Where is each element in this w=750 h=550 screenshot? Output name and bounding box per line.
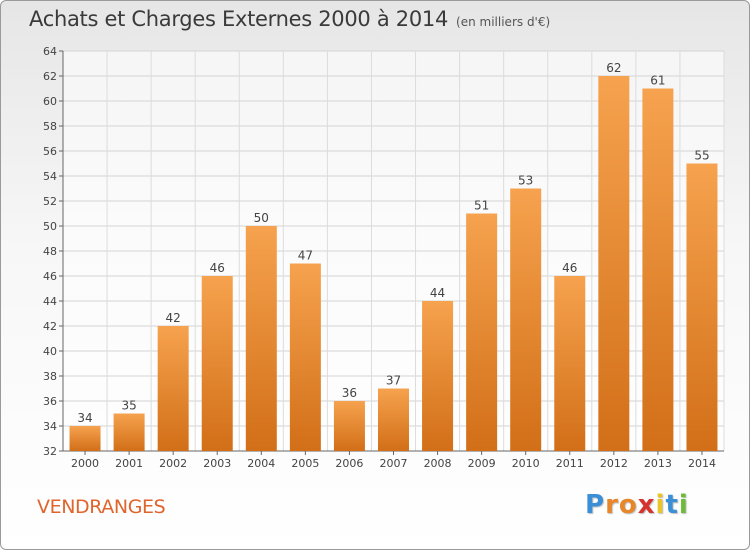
logo-letter: r	[605, 490, 619, 520]
x-tick-label: 2001	[115, 457, 143, 470]
data-label: 37	[386, 374, 401, 388]
bar	[642, 88, 674, 451]
data-label: 62	[606, 61, 621, 75]
bar	[510, 188, 542, 451]
y-tick-label: 54	[43, 170, 57, 183]
y-tick-label: 56	[43, 145, 57, 158]
x-tick-label: 2004	[247, 457, 275, 470]
chart-subtitle: (en milliers d'€)	[456, 15, 551, 29]
y-tick-label: 42	[43, 320, 57, 333]
data-label: 34	[77, 411, 92, 425]
bar	[245, 226, 277, 451]
bar	[598, 76, 630, 451]
data-label: 46	[210, 261, 225, 275]
data-label: 36	[342, 386, 357, 400]
x-tick-label: 2003	[203, 457, 231, 470]
data-label: 47	[298, 249, 313, 263]
x-tick-label: 2007	[380, 457, 408, 470]
bar	[113, 413, 145, 451]
proxiti-logo[interactable]: Proxiti	[585, 490, 689, 520]
bar	[686, 163, 718, 451]
title-text: Achats et Charges Externes 2000 à 2014	[29, 7, 449, 31]
y-tick-label: 50	[43, 220, 57, 233]
data-label: 51	[474, 199, 489, 213]
logo-letter: x	[637, 490, 656, 520]
x-tick-label: 2010	[512, 457, 540, 470]
y-tick-label: 40	[43, 345, 57, 358]
y-tick-label: 44	[43, 295, 57, 308]
data-label: 50	[254, 211, 269, 225]
bar	[157, 326, 189, 451]
bar	[466, 213, 498, 451]
logo-letter: P	[585, 490, 606, 520]
data-label: 61	[650, 74, 665, 88]
bar	[422, 301, 454, 451]
y-tick-label: 32	[43, 445, 57, 458]
x-tick-label: 2009	[468, 457, 496, 470]
logo-letter: o	[618, 490, 638, 520]
x-tick-label: 2013	[644, 457, 672, 470]
commune-name: VENDRANGES	[37, 496, 166, 518]
data-label: 44	[430, 286, 445, 300]
x-tick-label: 2012	[600, 457, 628, 470]
bars	[69, 76, 718, 451]
x-tick-label: 2011	[556, 457, 584, 470]
x-tick-label: 2006	[335, 457, 363, 470]
logo-letter: i	[678, 490, 689, 520]
bar	[378, 388, 409, 451]
x-tick-label: 2002	[159, 457, 187, 470]
y-tick-label: 62	[43, 70, 57, 83]
data-label: 46	[562, 261, 577, 275]
x-tick-label: 2000	[71, 457, 99, 470]
y-tick-label: 60	[43, 95, 57, 108]
data-label: 35	[121, 399, 136, 413]
bar	[289, 263, 321, 451]
data-label: 55	[694, 149, 709, 163]
bar	[333, 401, 365, 451]
y-tick-label: 48	[43, 245, 57, 258]
logo-letter: i	[655, 490, 666, 520]
y-tick-label: 64	[43, 45, 57, 58]
x-tick-label: 2005	[291, 457, 319, 470]
y-tick-label: 46	[43, 270, 57, 283]
y-tick-label: 34	[43, 420, 57, 433]
bar	[201, 276, 233, 451]
x-tick-label: 2014	[688, 457, 716, 470]
data-labels: 34 35 42 46 50 47 36 37 44 51 53 46 62 61 55	[77, 61, 709, 425]
y-tick-label: 38	[43, 370, 57, 383]
y-tick-label: 58	[43, 120, 57, 133]
data-label: 42	[166, 311, 181, 325]
bar	[554, 276, 586, 451]
bar	[69, 426, 101, 451]
data-label: 53	[518, 174, 533, 188]
logo-letter: t	[665, 490, 679, 520]
y-tick-label: 36	[43, 395, 57, 408]
y-tick-label: 52	[43, 195, 57, 208]
chart-title: Achats et Charges Externes 2000 à 2014 (e…	[29, 7, 550, 31]
x-tick-label: 2008	[424, 457, 452, 470]
